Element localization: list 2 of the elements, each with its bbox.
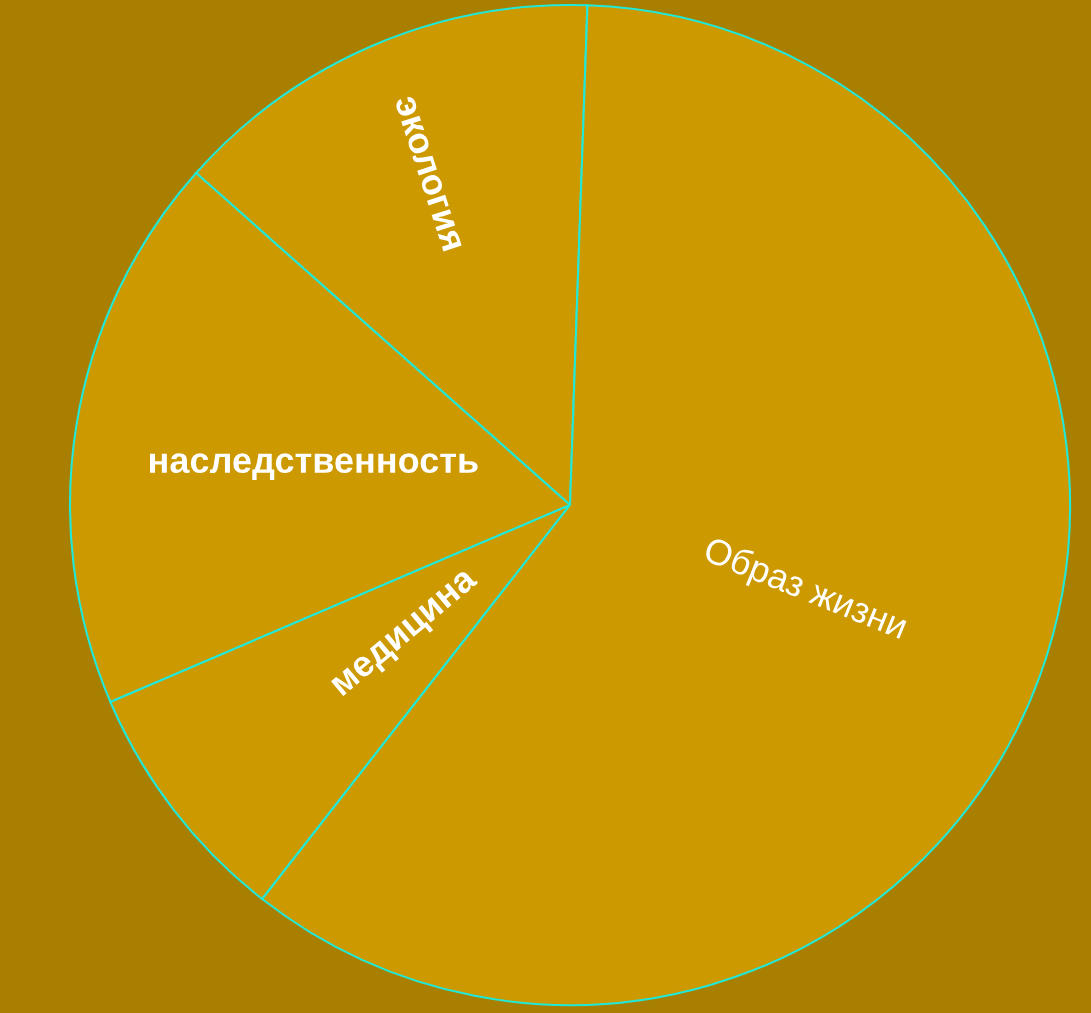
slice-label: Образ жизни <box>699 534 910 646</box>
slice-label: наследственность <box>150 453 478 480</box>
